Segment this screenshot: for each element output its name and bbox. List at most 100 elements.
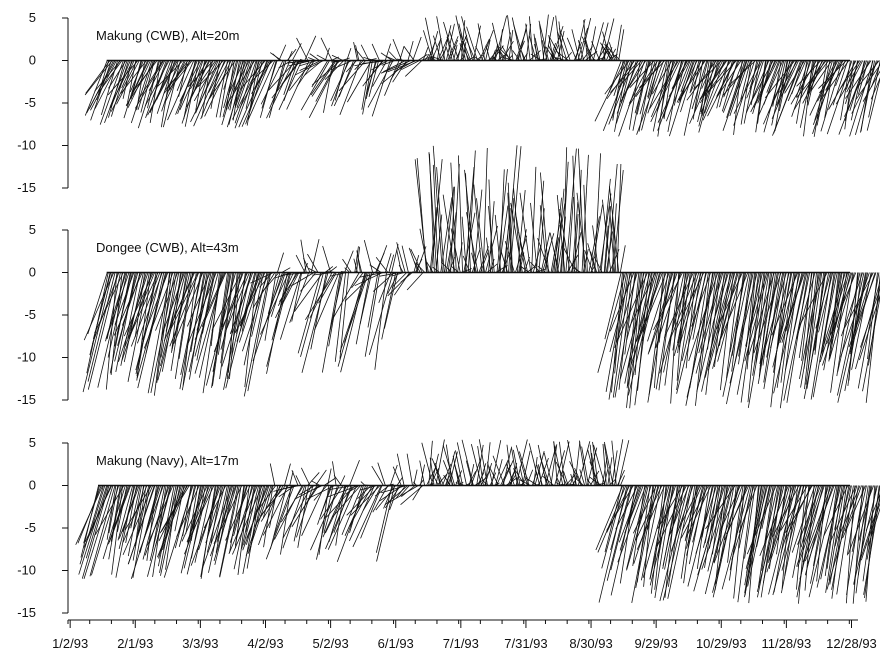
wind-stick bbox=[300, 467, 311, 486]
wind-stick bbox=[421, 442, 434, 486]
wind-stick bbox=[605, 47, 613, 61]
wind-stick bbox=[560, 483, 572, 486]
wind-stick bbox=[591, 41, 601, 61]
wind-stick bbox=[796, 272, 816, 339]
wind-stick bbox=[507, 15, 514, 61]
wind-stick bbox=[398, 264, 404, 273]
wind-stick bbox=[522, 450, 531, 486]
wind-stick bbox=[779, 60, 798, 93]
x-tick-label: 4/2/93 bbox=[247, 636, 283, 651]
wind-stick bbox=[476, 444, 484, 486]
wind-stick bbox=[162, 485, 184, 551]
wind-stick bbox=[94, 60, 120, 109]
wind-stick bbox=[780, 485, 808, 531]
wind-stick bbox=[205, 485, 224, 544]
wind-stick bbox=[821, 272, 838, 350]
wind-stick bbox=[134, 60, 164, 109]
wind-stick bbox=[238, 60, 269, 128]
wind-stick bbox=[608, 205, 615, 273]
wind-stick bbox=[245, 485, 270, 556]
wind-stick bbox=[604, 272, 622, 340]
wind-stick bbox=[115, 272, 136, 373]
wind-stick bbox=[445, 46, 451, 61]
wind-stick bbox=[598, 22, 609, 61]
wind-stick bbox=[451, 266, 460, 273]
wind-stick bbox=[829, 272, 845, 359]
wind-stick bbox=[611, 440, 617, 486]
wind-stick bbox=[627, 272, 655, 387]
x-tick-label: 1/2/93 bbox=[52, 636, 88, 651]
wind-stick bbox=[179, 60, 203, 111]
wind-stick bbox=[662, 485, 692, 601]
wind-stick bbox=[181, 485, 208, 542]
wind-stick bbox=[749, 60, 759, 90]
wind-stick bbox=[614, 272, 637, 398]
wind-stick bbox=[478, 463, 487, 486]
wind-stick bbox=[116, 60, 140, 105]
wind-stick bbox=[589, 444, 595, 486]
wind-stick bbox=[712, 485, 740, 593]
wind-stick bbox=[127, 60, 151, 108]
wind-stick bbox=[577, 169, 582, 273]
wind-stick bbox=[860, 498, 880, 558]
wind-stick bbox=[738, 272, 753, 365]
wind-stick bbox=[507, 55, 513, 61]
wind-stick bbox=[213, 485, 237, 562]
wind-stick bbox=[223, 272, 247, 390]
wind-stick bbox=[482, 147, 488, 273]
wind-stick bbox=[324, 47, 330, 61]
wind-stick bbox=[562, 147, 568, 273]
wind-stick bbox=[320, 485, 333, 516]
x-tick-label: 2/1/93 bbox=[117, 636, 153, 651]
wind-stick bbox=[785, 272, 808, 371]
wind-stick bbox=[828, 60, 857, 110]
wind-stick bbox=[594, 60, 625, 122]
wind-stick bbox=[834, 485, 851, 547]
wind-stick bbox=[350, 485, 381, 516]
wind-stick bbox=[663, 272, 694, 339]
wind-stick bbox=[149, 60, 178, 112]
wind-stick bbox=[606, 485, 634, 531]
wind-stick bbox=[784, 485, 799, 576]
wind-stick bbox=[606, 60, 635, 100]
wind-stick bbox=[746, 485, 766, 573]
wind-stick bbox=[330, 60, 350, 102]
wind-stick bbox=[362, 60, 389, 64]
wind-stick bbox=[518, 451, 530, 486]
wind-stick bbox=[606, 485, 630, 533]
wind-stick bbox=[553, 441, 558, 486]
y-tick-label: -15 bbox=[17, 392, 36, 407]
wind-stick bbox=[314, 272, 340, 331]
wind-stick bbox=[519, 479, 531, 486]
wind-stick bbox=[743, 60, 758, 124]
wind-stick bbox=[536, 464, 543, 486]
wind-stick bbox=[436, 38, 442, 61]
wind-stick bbox=[221, 60, 242, 126]
wind-stick bbox=[316, 485, 334, 560]
wind-stick bbox=[477, 23, 486, 61]
wind-stick bbox=[483, 480, 489, 486]
wind-stick bbox=[799, 272, 820, 379]
wind-stick bbox=[655, 272, 682, 349]
wind-stick bbox=[144, 60, 170, 107]
wind-stick bbox=[299, 485, 315, 496]
wind-stick bbox=[147, 60, 159, 109]
wind-stick bbox=[676, 60, 698, 103]
wind-stick bbox=[628, 272, 656, 328]
wind-stick bbox=[787, 60, 807, 102]
wind-stick bbox=[330, 272, 348, 277]
wind-stick bbox=[763, 485, 778, 547]
wind-stick bbox=[609, 272, 632, 353]
wind-stick bbox=[360, 485, 377, 491]
wind-stick bbox=[699, 60, 727, 100]
wind-stick bbox=[127, 485, 142, 557]
wind-stick bbox=[846, 60, 864, 93]
wind-stick bbox=[241, 60, 272, 127]
wind-stick bbox=[694, 60, 709, 111]
wind-stick bbox=[537, 444, 547, 486]
wind-stick bbox=[360, 44, 370, 61]
wind-stick bbox=[473, 184, 483, 273]
wind-stick bbox=[386, 485, 411, 487]
wind-stick bbox=[261, 272, 280, 293]
wind-stick bbox=[810, 60, 833, 91]
